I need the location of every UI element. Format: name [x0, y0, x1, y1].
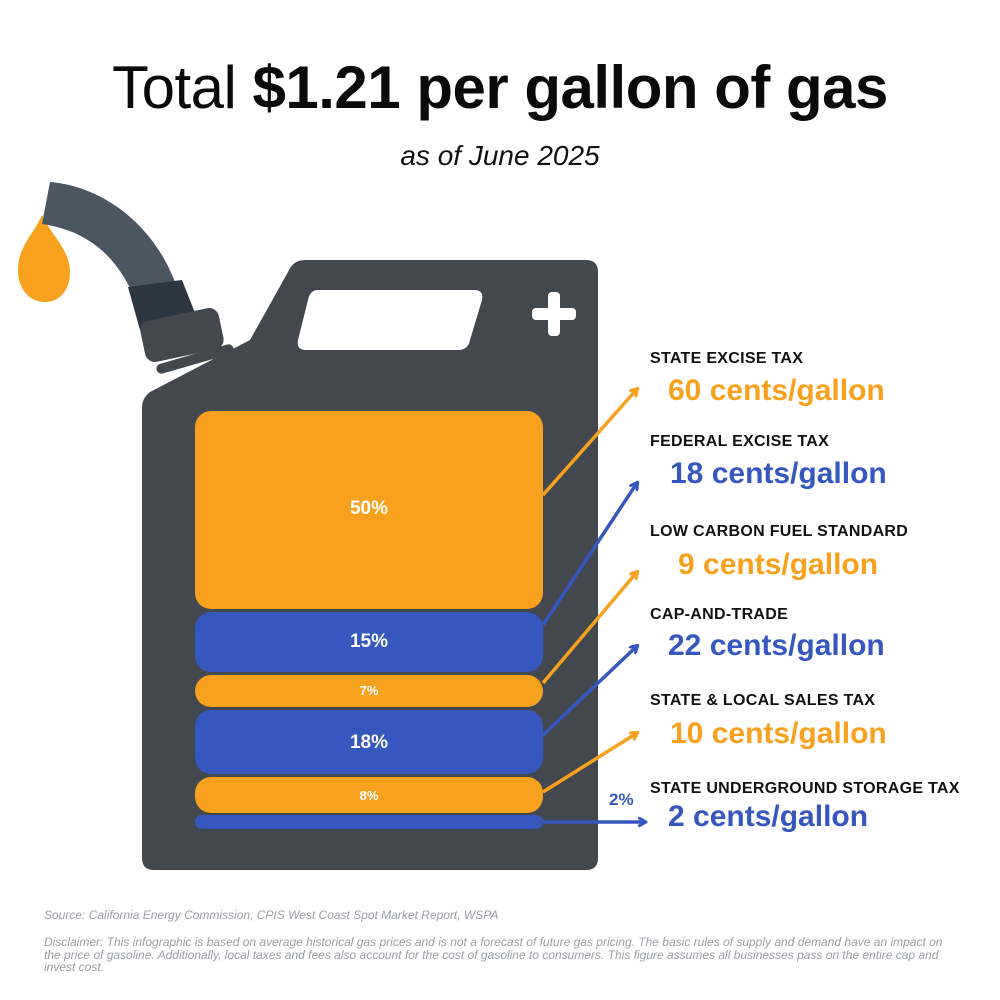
segment-label-2: 7%	[359, 683, 379, 698]
tax-amount-federal-excise: 18 cents/gallon	[670, 457, 887, 490]
segments-group	[195, 411, 543, 829]
source-note: Source: California Energy Commission, CP…	[44, 908, 499, 922]
tax-amount-state-excise: 60 cents/gallon	[668, 374, 885, 407]
tax-name-sales-tax: STATE & LOCAL SALES TAX	[650, 692, 876, 709]
segment-1	[195, 612, 543, 672]
tax-amount-ust: 2 cents/gallon	[668, 800, 869, 833]
plus-icon	[532, 292, 576, 336]
segment-0	[195, 411, 543, 609]
arrow-sales-tax	[542, 733, 637, 794]
arrows-group	[541, 389, 645, 822]
tax-name-lcfs: LOW CARBON FUEL STANDARD	[650, 523, 909, 540]
tax-amount-lcfs: 9 cents/gallon	[678, 548, 879, 581]
arrow-federal-excise	[541, 483, 637, 626]
segment-label-5: 2%	[609, 790, 634, 809]
arrow-cap-and-trade	[541, 646, 637, 737]
disclaimer-note: Disclaimer: This infographic is based on…	[44, 935, 943, 974]
tax-name-cap-and-trade: CAP-AND-TRADE	[650, 606, 789, 623]
arrow-state-excise	[541, 389, 637, 497]
title-prefix: Total	[112, 54, 237, 121]
subtitle: as of June 2025	[400, 140, 600, 171]
segment-5	[195, 815, 543, 829]
tax-amount-cap-and-trade: 22 cents/gallon	[668, 629, 885, 662]
tax-name-ust: STATE UNDERGROUND STORAGE TAX	[650, 780, 960, 797]
tax-name-state-excise: STATE EXCISE TAX	[650, 350, 804, 367]
arrow-lcfs	[541, 572, 637, 685]
tax-amount-sales-tax: 10 cents/gallon	[670, 717, 887, 750]
segment-2	[195, 675, 543, 707]
title: Total $1.21 per gallon of gas	[0, 52, 1000, 124]
segment-3	[195, 710, 543, 774]
fuel-drop-icon	[18, 215, 70, 302]
segment-label-4: 8%	[359, 788, 379, 803]
tax-name-federal-excise: FEDERAL EXCISE TAX	[650, 433, 830, 450]
segment-4	[195, 777, 543, 813]
segment-label-1: 15%	[349, 631, 389, 652]
fuel-nozzle-icon	[42, 182, 234, 374]
segment-label-0: 50%	[349, 498, 389, 519]
segment-label-3: 18%	[349, 732, 389, 753]
title-emphasis: $1.21 per gallon of gas	[252, 54, 889, 121]
